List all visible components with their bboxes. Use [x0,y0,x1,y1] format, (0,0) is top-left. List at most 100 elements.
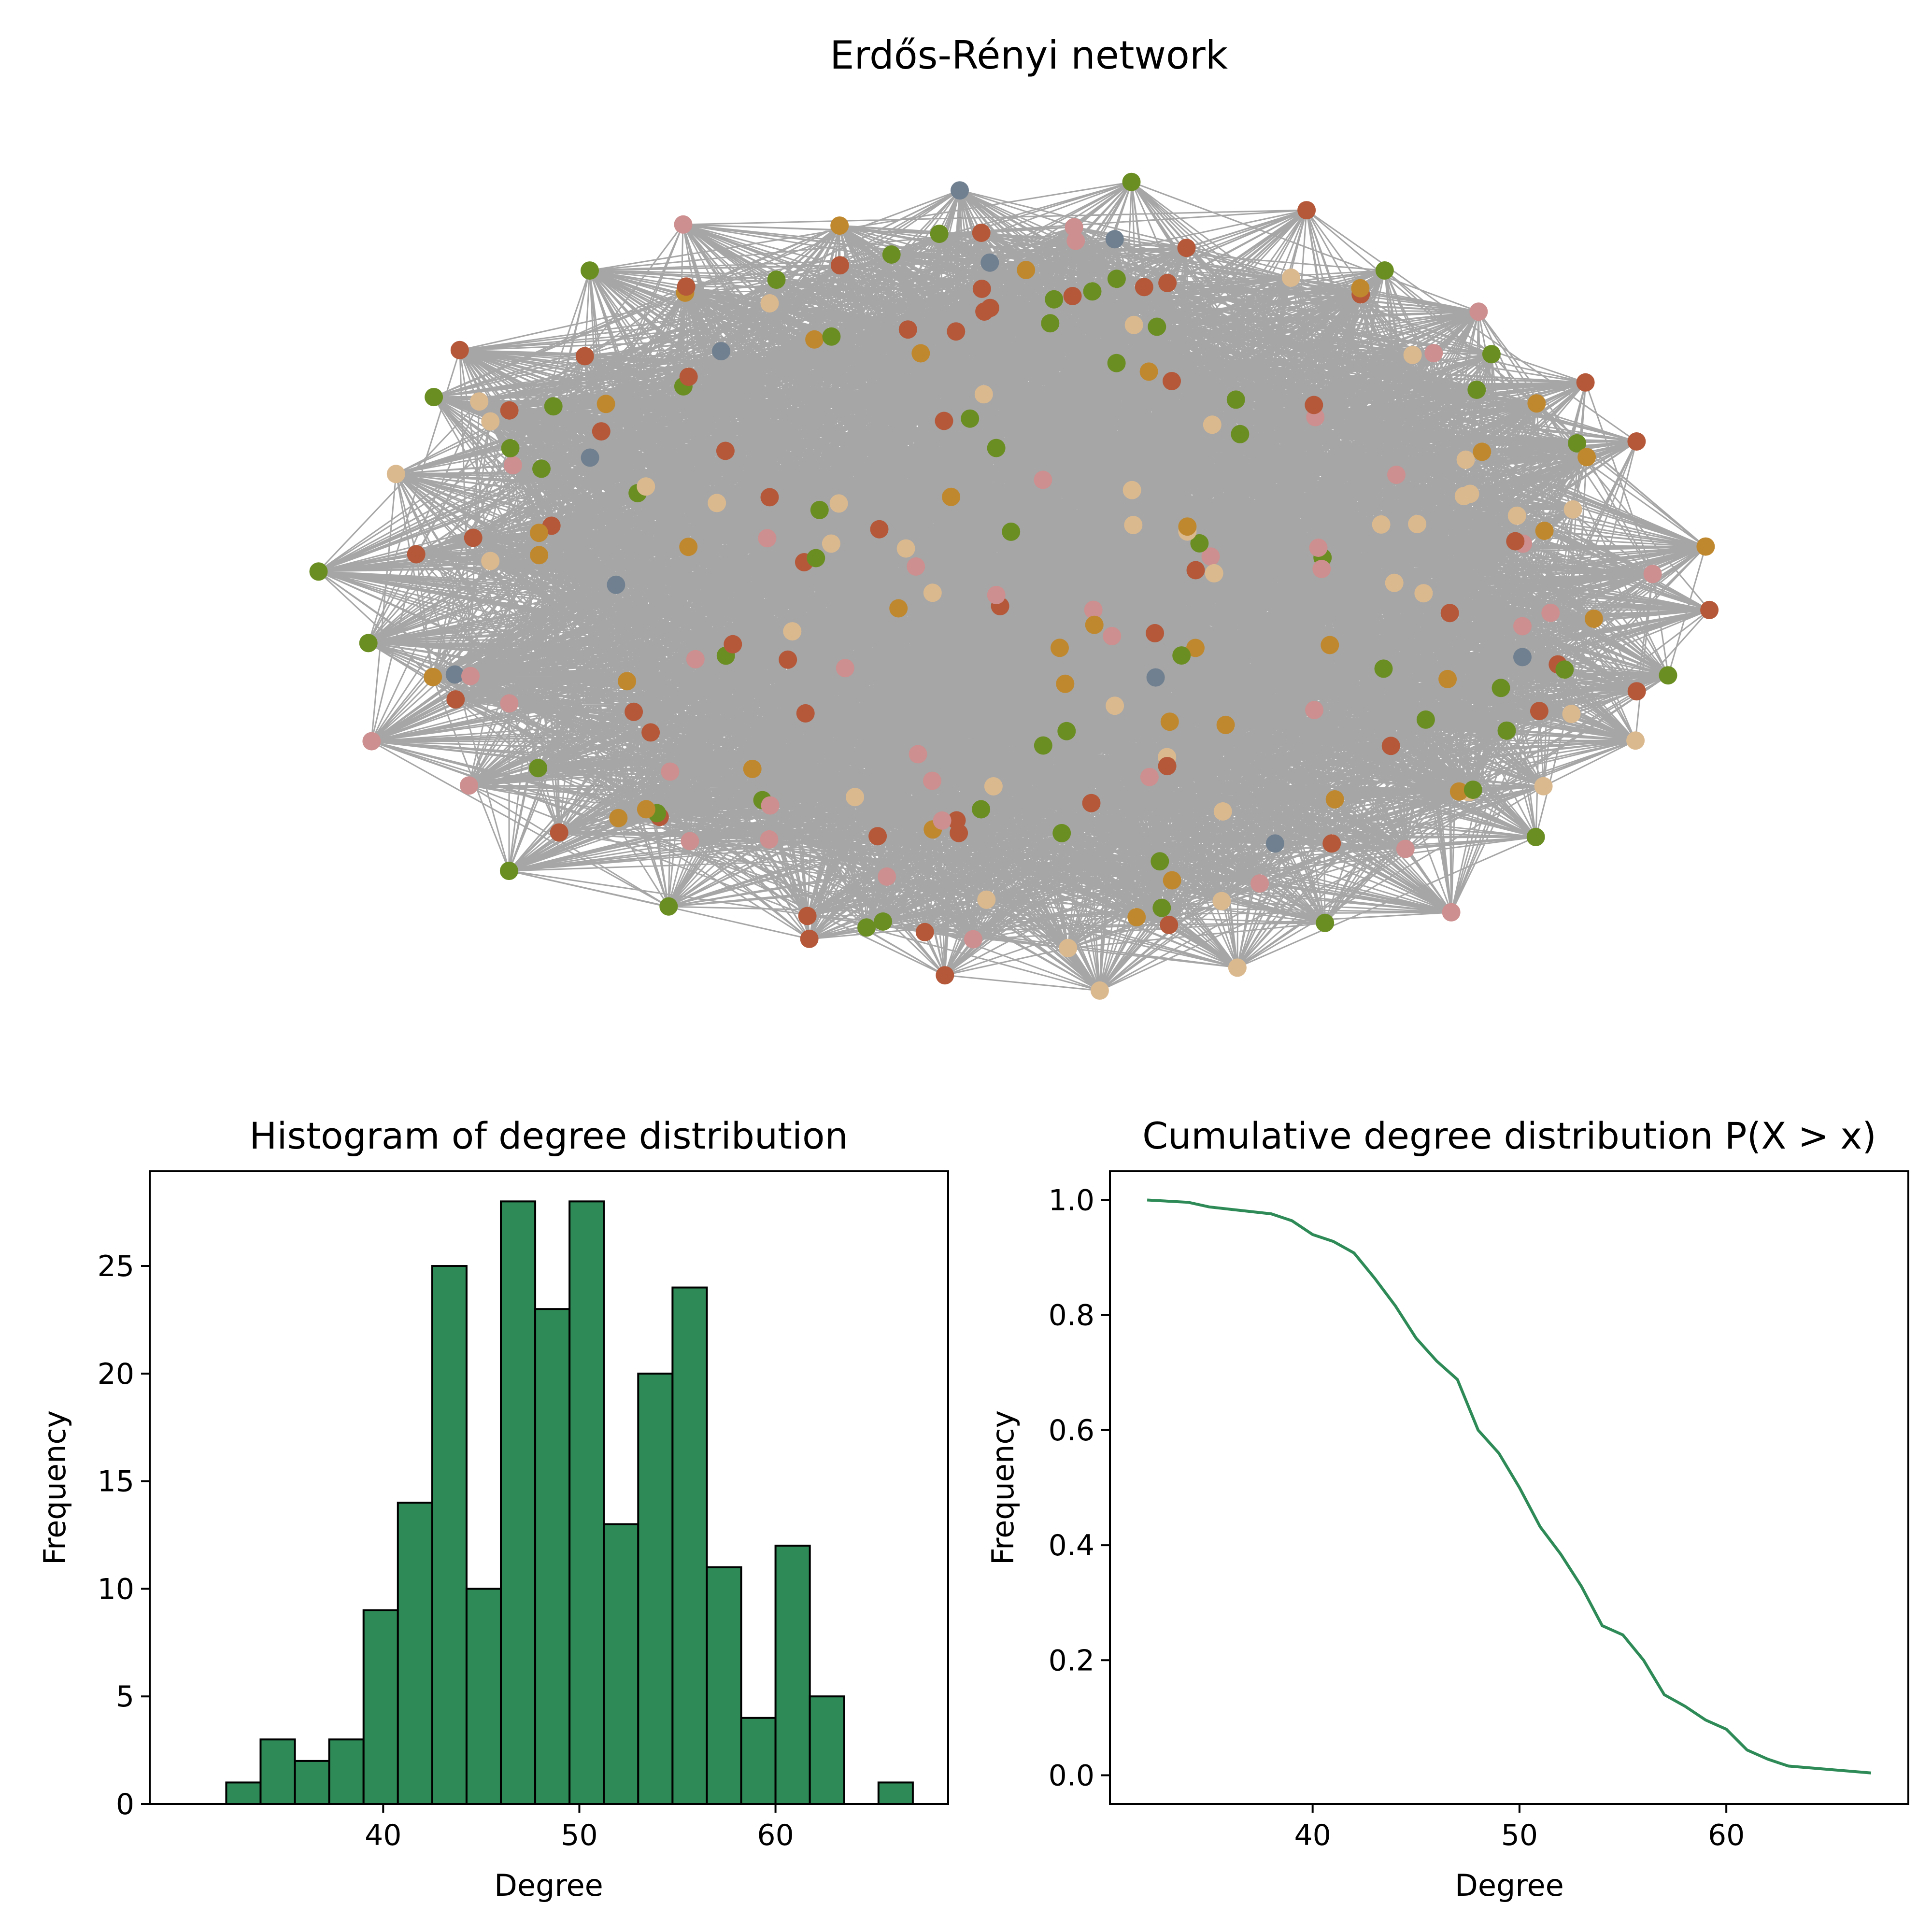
cumulative-y-tick-label: 0.8 [1049,1299,1094,1333]
histogram-bar [499,1200,537,1805]
histogram-y-axis-label: Frequency [37,1410,72,1565]
histogram-y-tick-label: 10 [98,1572,134,1606]
network-node [805,330,824,349]
network-node [309,562,328,581]
network-node [1507,506,1526,525]
network-node [1178,517,1197,536]
network-node [1506,532,1525,551]
network-node [951,181,969,200]
network-node [1106,696,1124,715]
histogram-y-tick-label: 20 [98,1357,134,1391]
network-node [1250,874,1269,893]
network-node [1034,470,1052,489]
histogram-panel: Histogram of degree distribution 40 50 60 … [37,1114,949,1903]
network-node [716,441,735,460]
network-node [637,800,655,819]
network-node [530,524,548,542]
network-node [1177,239,1196,257]
network-node [1385,573,1404,592]
network-node [1555,660,1574,679]
network-node [836,659,854,678]
network-node [1562,705,1581,724]
cumulative-title: Cumulative degree distribution P(X > x) [1142,1114,1876,1157]
network-node [424,668,442,686]
network-node [1107,354,1126,372]
histogram-y-tick-label: 15 [98,1465,134,1499]
histogram-title: Histogram of degree distribution [249,1114,848,1157]
network-node [607,575,625,594]
network-node [898,320,917,339]
network-panel: Erdős-Rényi network [309,33,1719,1000]
network-node [625,702,643,721]
network-node [481,412,500,431]
network-node [1375,261,1394,280]
network-node [1163,871,1181,890]
network-node [1312,560,1331,578]
histogram-frame [149,1170,949,1805]
network-node [1492,679,1510,697]
network-node [889,599,908,618]
network-node [974,385,993,404]
network-node [1440,604,1459,623]
network-node [1148,317,1166,336]
cumulative-y-tick-label: 0.6 [1049,1414,1094,1448]
network-node [923,771,941,790]
network-node [1084,600,1103,619]
network-node [659,897,678,916]
cumulative-series-line [1147,1198,1872,1775]
network-node [1527,394,1546,413]
network-node [1456,450,1475,469]
network-node [1034,736,1052,755]
network-node [1265,834,1284,853]
network-node [947,322,966,341]
network-node [1066,231,1085,250]
network-node [1057,722,1076,740]
network-node [1122,172,1141,191]
network-node [1107,270,1126,288]
network-node [923,583,942,602]
network-node [796,704,815,723]
network-node [1163,372,1181,390]
network-node [980,253,999,272]
network-node [529,759,548,778]
network-node [846,788,865,807]
network-node [1103,626,1122,645]
cumulative-y-ticks: 0.0 0.2 0.4 0.6 0.8 1.0 [1049,1184,1110,1792]
network-node [1530,702,1548,721]
network-node [1158,757,1177,776]
network-node [1305,396,1323,414]
network-node [1372,515,1391,534]
cumulative-panel: Cumulative degree distribution P(X > x) … [985,1114,1909,1903]
network-node [1205,564,1223,582]
network-node [822,534,840,553]
network-node [743,759,762,778]
network-node [1424,344,1443,363]
network-node [1186,561,1205,580]
cumulative-x-tick-label: 40 [1294,1818,1331,1852]
network-node [870,520,889,539]
cumulative-x-tick-label: 50 [1501,1818,1538,1852]
network-node [581,448,599,467]
network-node [460,776,478,795]
network-node [930,225,949,243]
network-node [724,635,742,653]
network-node [679,538,698,556]
cumulative-x-ticks: 40 50 60 [1294,1804,1745,1852]
network-node [1374,659,1393,678]
network-node [1213,802,1232,821]
network-node [987,585,1006,604]
network-node [907,557,925,576]
network-node [1146,624,1165,642]
cumulative-y-tick-label: 0.2 [1049,1644,1094,1677]
network-node [1281,268,1300,287]
network-node [1563,500,1582,519]
network-node [1090,981,1109,1000]
network-node [1442,903,1461,922]
network-node [1051,639,1069,657]
network-node [1408,515,1427,533]
network-node [1127,908,1146,926]
network-node [1700,600,1719,619]
cumulative-y-tick-label: 0.0 [1049,1759,1094,1792]
